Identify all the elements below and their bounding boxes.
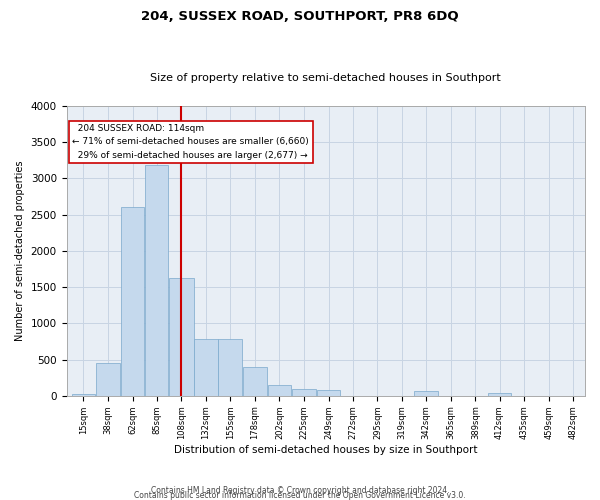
Bar — [72, 394, 95, 396]
Bar — [268, 385, 291, 396]
X-axis label: Distribution of semi-detached houses by size in Southport: Distribution of semi-detached houses by … — [174, 445, 478, 455]
Bar — [96, 363, 120, 396]
Bar — [169, 278, 194, 396]
Bar — [121, 208, 145, 396]
Bar — [488, 394, 511, 396]
Bar — [242, 367, 267, 396]
Text: 204, SUSSEX ROAD, SOUTHPORT, PR8 6DQ: 204, SUSSEX ROAD, SOUTHPORT, PR8 6DQ — [141, 10, 459, 23]
Text: 204 SUSSEX ROAD: 114sqm
← 71% of semi-detached houses are smaller (6,660)
  29% : 204 SUSSEX ROAD: 114sqm ← 71% of semi-de… — [73, 124, 309, 160]
Bar — [145, 166, 169, 396]
Text: Contains public sector information licensed under the Open Government Licence v3: Contains public sector information licen… — [134, 491, 466, 500]
Bar — [317, 390, 340, 396]
Y-axis label: Number of semi-detached properties: Number of semi-detached properties — [15, 160, 25, 341]
Title: Size of property relative to semi-detached houses in Southport: Size of property relative to semi-detach… — [151, 73, 501, 83]
Bar — [292, 390, 316, 396]
Bar — [415, 392, 438, 396]
Bar — [194, 338, 218, 396]
Text: Contains HM Land Registry data © Crown copyright and database right 2024.: Contains HM Land Registry data © Crown c… — [151, 486, 449, 495]
Bar — [218, 338, 242, 396]
